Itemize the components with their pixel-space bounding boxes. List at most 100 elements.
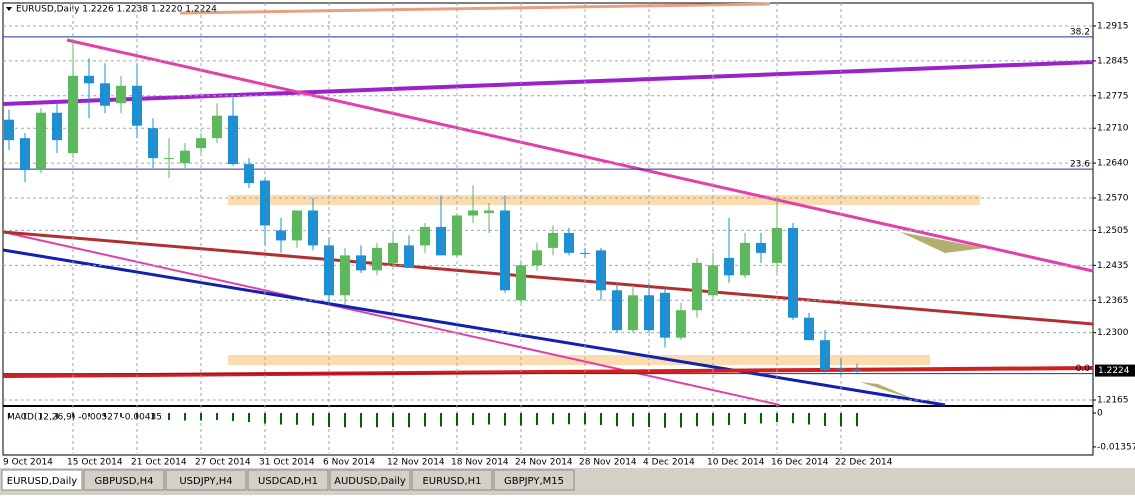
candle-body [228, 115, 238, 165]
fib-label: 38.2 [1070, 27, 1090, 37]
candle-body [740, 242, 750, 276]
candle-body [308, 210, 318, 246]
candle-body [36, 112, 46, 171]
candle-body [660, 292, 670, 338]
candle-body [212, 115, 222, 139]
trend-line [179, 2, 771, 15]
y-tick-label: -0.01357 [1097, 442, 1135, 452]
tab-label[interactable]: GBPUSD,H4 [94, 476, 153, 487]
x-tick-label: 10 Dec 2014 [707, 458, 765, 468]
trend-line [2, 248, 946, 407]
candle-body [708, 265, 718, 296]
candle-body [644, 295, 654, 331]
candle-body [756, 242, 766, 253]
candle-body [116, 85, 126, 104]
candle-body [852, 369, 862, 371]
candle-body [404, 245, 414, 268]
y-tick-label: 1.2505 [1097, 226, 1129, 236]
x-tick-label: 16 Dec 2014 [771, 458, 829, 468]
x-tick-label: 31 Oct 2014 [259, 458, 315, 468]
price-box [1095, 364, 1135, 377]
trend-line [66, 38, 1094, 273]
candle-body [484, 210, 494, 213]
candle-body [436, 226, 446, 256]
candle-body [628, 295, 638, 331]
trend-line [2, 230, 1094, 326]
candle-body [244, 164, 254, 184]
candle-body [724, 257, 734, 276]
candle-body [612, 290, 622, 331]
symbol-info: EURUSD,Daily 1.2226 1.2238 1.2220 1.2224 [16, 5, 217, 15]
y-tick-label: 0 [1097, 409, 1103, 419]
menu-arrow[interactable] [6, 7, 12, 11]
shape [900, 232, 985, 253]
tab-label[interactable]: EURUSD,H1 [422, 476, 481, 487]
candle-body [452, 215, 462, 256]
tab[interactable] [411, 469, 493, 491]
candle-body [4, 119, 14, 141]
trend-line [2, 366, 1094, 378]
price-label: 1.2224 [1098, 366, 1130, 376]
candle-body [548, 232, 558, 248]
candle-body [100, 83, 110, 106]
candle-body [564, 232, 574, 253]
tab[interactable] [247, 469, 329, 491]
candle-body [164, 158, 174, 160]
candle-body [84, 75, 94, 84]
x-tick-label: 4 Dec 2014 [643, 458, 695, 468]
x-tick-label: 27 Oct 2014 [195, 458, 251, 468]
macd-label: MACD(12,26,9) -0.00527 -0.00435 [7, 413, 162, 423]
candle-body [20, 138, 30, 171]
candle-body [132, 85, 142, 126]
fib-label: 23.6 [1070, 160, 1090, 170]
x-tick-label: 21 Oct 2014 [131, 458, 187, 468]
tab[interactable] [493, 469, 575, 491]
tab[interactable] [329, 469, 411, 491]
candle-body [596, 250, 606, 291]
fib-label: 0.0 [1076, 364, 1091, 374]
candle-body [372, 247, 382, 271]
candle-body [692, 262, 702, 311]
tab[interactable] [83, 469, 165, 491]
y-tick-label: 1.2570 [1097, 194, 1129, 204]
candle-body [788, 227, 798, 318]
zone [228, 195, 980, 205]
x-tick-label: 24 Nov 2014 [515, 458, 573, 468]
candle-body [516, 265, 526, 301]
candle-body [292, 210, 302, 241]
candle-body [68, 75, 78, 154]
x-tick-label: 15 Oct 2014 [67, 458, 123, 468]
x-tick-label: 12 Nov 2014 [387, 458, 445, 468]
candle-body [772, 227, 782, 263]
x-tick-label: 6 Nov 2014 [323, 458, 375, 468]
candle-body [52, 112, 62, 141]
trend-line [2, 231, 781, 406]
tab-label[interactable]: AUDUSD,Daily [334, 476, 406, 487]
y-tick-label: 1.2300 [1097, 328, 1129, 338]
candle-body [836, 368, 846, 370]
candle-body [580, 252, 590, 254]
tab[interactable] [1, 469, 83, 491]
candle-body [324, 245, 334, 296]
tab-label[interactable]: USDCAD,H1 [258, 476, 318, 487]
tab[interactable] [165, 469, 247, 491]
y-tick-label: 1.2165 [1097, 396, 1129, 406]
candle-body [148, 128, 158, 159]
drawings [2, 2, 1094, 407]
y-tick-label: 1.2845 [1097, 56, 1129, 66]
y-tick-label: 1.2435 [1097, 261, 1129, 271]
candle-body [468, 210, 478, 216]
y-tick-label: 1.2710 [1097, 124, 1129, 134]
candle-body [180, 150, 190, 164]
candle-body [820, 340, 830, 371]
y-tick-label: 1.2365 [1097, 296, 1129, 306]
x-tick-label: 9 Oct 2014 [3, 458, 53, 468]
candle-body [356, 255, 366, 271]
tab-label[interactable]: GBPJPY,M15 [504, 476, 564, 487]
candle-body [340, 255, 350, 296]
x-tick-label: 28 Nov 2014 [579, 458, 637, 468]
tab-label[interactable]: USDJPY,H4 [179, 476, 232, 487]
y-tick-label: 1.2775 [1097, 91, 1129, 101]
tab-label[interactable]: EURUSD,Daily [7, 476, 78, 487]
